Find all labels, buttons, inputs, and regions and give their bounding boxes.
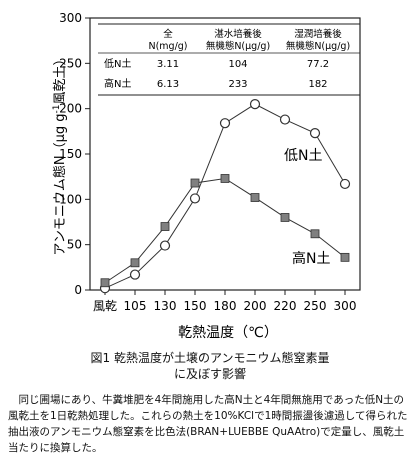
data-point-square [160, 222, 170, 231]
data-point-circle [219, 118, 231, 129]
data-point-square [220, 174, 230, 183]
table-cell: 6.13 [157, 79, 179, 90]
y-tick-label: 300 [59, 11, 82, 25]
data-point-circle [189, 193, 201, 204]
figure-caption-body: 同じ圃場にあり、牛糞堆肥を4年間施用した高N土と4年間無施用であった低N土の風乾… [8, 394, 408, 454]
x-axis-ticks: 風乾 105 130 150 180 200 220 250 300 [93, 290, 356, 313]
x-tick-label: 180 [214, 299, 237, 313]
data-point-circle [279, 114, 291, 125]
data-point-square [310, 229, 320, 239]
chart: 0 50 100 150 200 250 300 風乾 105 130 150 180 200 220 2… [52, 11, 361, 341]
data-point-square [100, 278, 110, 288]
table-cell: 3.11 [157, 59, 179, 70]
x-tick-label: 130 [154, 299, 177, 313]
x-axis-label: 乾熱温度（℃） [178, 325, 278, 341]
series-layer [99, 99, 351, 294]
x-tick-label: 300 [334, 299, 357, 313]
table-header-3-line2: 無機態N(μg/g) [286, 40, 350, 52]
table-row-label: 低N土 [104, 57, 131, 70]
y-axis-label: アンモニウム態N（μg g-1風乾土） [52, 52, 68, 255]
y-tick-label: 250 [59, 56, 82, 70]
x-tick-label: 220 [274, 299, 297, 313]
x-tick-label: 105 [124, 299, 147, 313]
y-axis-label-rest: 風乾土） [53, 52, 68, 104]
y-tick-label: 0 [74, 283, 82, 297]
data-point-square [130, 258, 140, 268]
data-point-circle [159, 240, 171, 251]
table-cell: 233 [228, 79, 247, 90]
y-axis-ticks: 0 50 100 150 200 250 300 [59, 11, 90, 297]
table-header-2-line2: 無機態N(μg/g) [206, 40, 270, 52]
data-point-square [280, 213, 290, 222]
x-tick-label: 150 [184, 299, 207, 313]
table-header-1-line2: N(mg/g) [148, 41, 187, 52]
x-tick-label: 風乾 [93, 299, 117, 313]
y-tick-label: 200 [59, 102, 82, 116]
table-header-2-line1: 湛水培養後 [214, 28, 262, 40]
y-tick-label: 50 [67, 238, 82, 252]
series-label-high-n: 高N土 [292, 250, 330, 267]
x-tick-label: 200 [244, 299, 267, 313]
table-header-3-line1: 湿潤培養後 [294, 28, 342, 40]
inset-table: 全 N(mg/g) 湛水培養後 無機態N(μg/g) 湿潤培養後 無機態N(μg… [98, 23, 360, 96]
figure-caption-title-line1: 図1 乾熱温度が土壌のアンモニウム態窒素量 [90, 351, 330, 365]
table-cell: 77.2 [307, 59, 329, 70]
data-point-square [340, 252, 350, 262]
y-axis-label-sup: -1 [52, 104, 62, 113]
data-point-square [250, 193, 260, 202]
data-point-circle [309, 128, 321, 139]
y-tick-label: 100 [59, 192, 82, 206]
y-tick-label: 150 [59, 147, 82, 161]
data-point-circle [339, 178, 351, 190]
series-label-low-n: 低N土 [284, 148, 322, 164]
figure-caption-title-line2: に及ぼす影響 [173, 367, 246, 381]
data-point-square [190, 178, 200, 188]
y-axis-label-main: アンモニウム態N（μg g [52, 113, 68, 255]
data-point-circle [249, 99, 261, 110]
data-point-circle [129, 269, 141, 280]
table-header-1-line1: 全 [163, 28, 173, 40]
table-row-label: 高N土 [104, 77, 131, 90]
table-cell: 104 [228, 59, 247, 70]
series-line-1 [104, 177, 346, 284]
x-tick-label: 250 [304, 299, 327, 313]
table-cell: 182 [308, 79, 327, 90]
